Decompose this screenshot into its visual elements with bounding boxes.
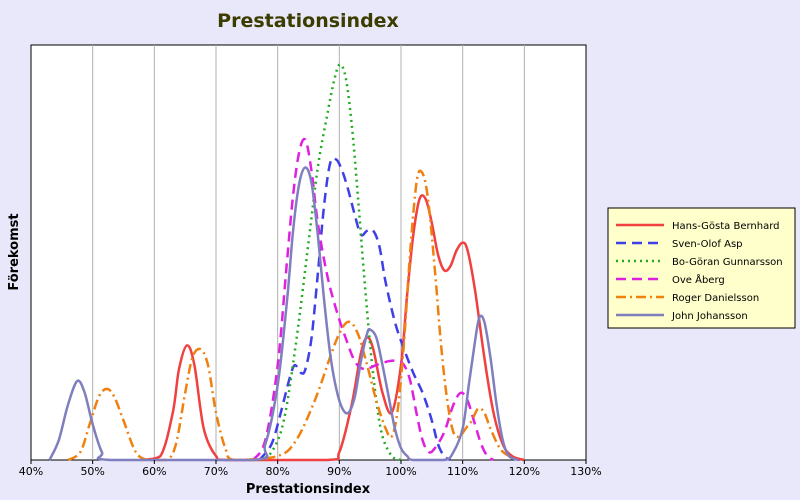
x-tick-label: 100% [385, 465, 416, 478]
series-line [251, 137, 495, 462]
plot-area [30, 44, 587, 461]
legend-items: Hans-Gösta Bernhard Sven-Olof Asp Bo-Göran… [616, 221, 783, 322]
legend-label: Ove Åberg [672, 273, 725, 286]
x-tick-label: 90% [327, 465, 351, 478]
gridlines [92, 45, 525, 460]
x-tick-label: 40% [19, 465, 43, 478]
legend: Hans-Gösta Bernhard Sven-Olof Asp Bo-Göran… [607, 207, 796, 329]
x-tick-label: 130% [570, 465, 601, 478]
x-axis-title: Prestationsindex [246, 482, 371, 497]
legend-label: John Johansson [671, 311, 748, 322]
chart-title: Prestationsindex [217, 10, 399, 32]
x-tick-label: 50% [80, 465, 104, 478]
legend-label: Hans-Gösta Bernhard [672, 221, 780, 232]
x-tick-label: 80% [265, 465, 289, 478]
series-line [67, 169, 519, 462]
x-tick-label: 110% [447, 465, 478, 478]
legend-box [607, 207, 796, 329]
x-tick-label: 70% [204, 465, 228, 478]
legend-label: Bo-Göran Gunnarsson [672, 257, 783, 268]
x-axis-ticks: 40% 50% 60% 70% 80% 90% 100% 110% 120% 130% [19, 460, 602, 478]
y-axis-title: Förekomst [7, 213, 22, 290]
x-tick-label: 120% [509, 465, 540, 478]
legend-label: Roger Danielsson [672, 293, 759, 304]
legend-label: Sven-Olof Asp [672, 239, 743, 250]
series-line [48, 166, 519, 462]
series-lines [48, 63, 525, 462]
x-tick-label: 60% [142, 465, 166, 478]
